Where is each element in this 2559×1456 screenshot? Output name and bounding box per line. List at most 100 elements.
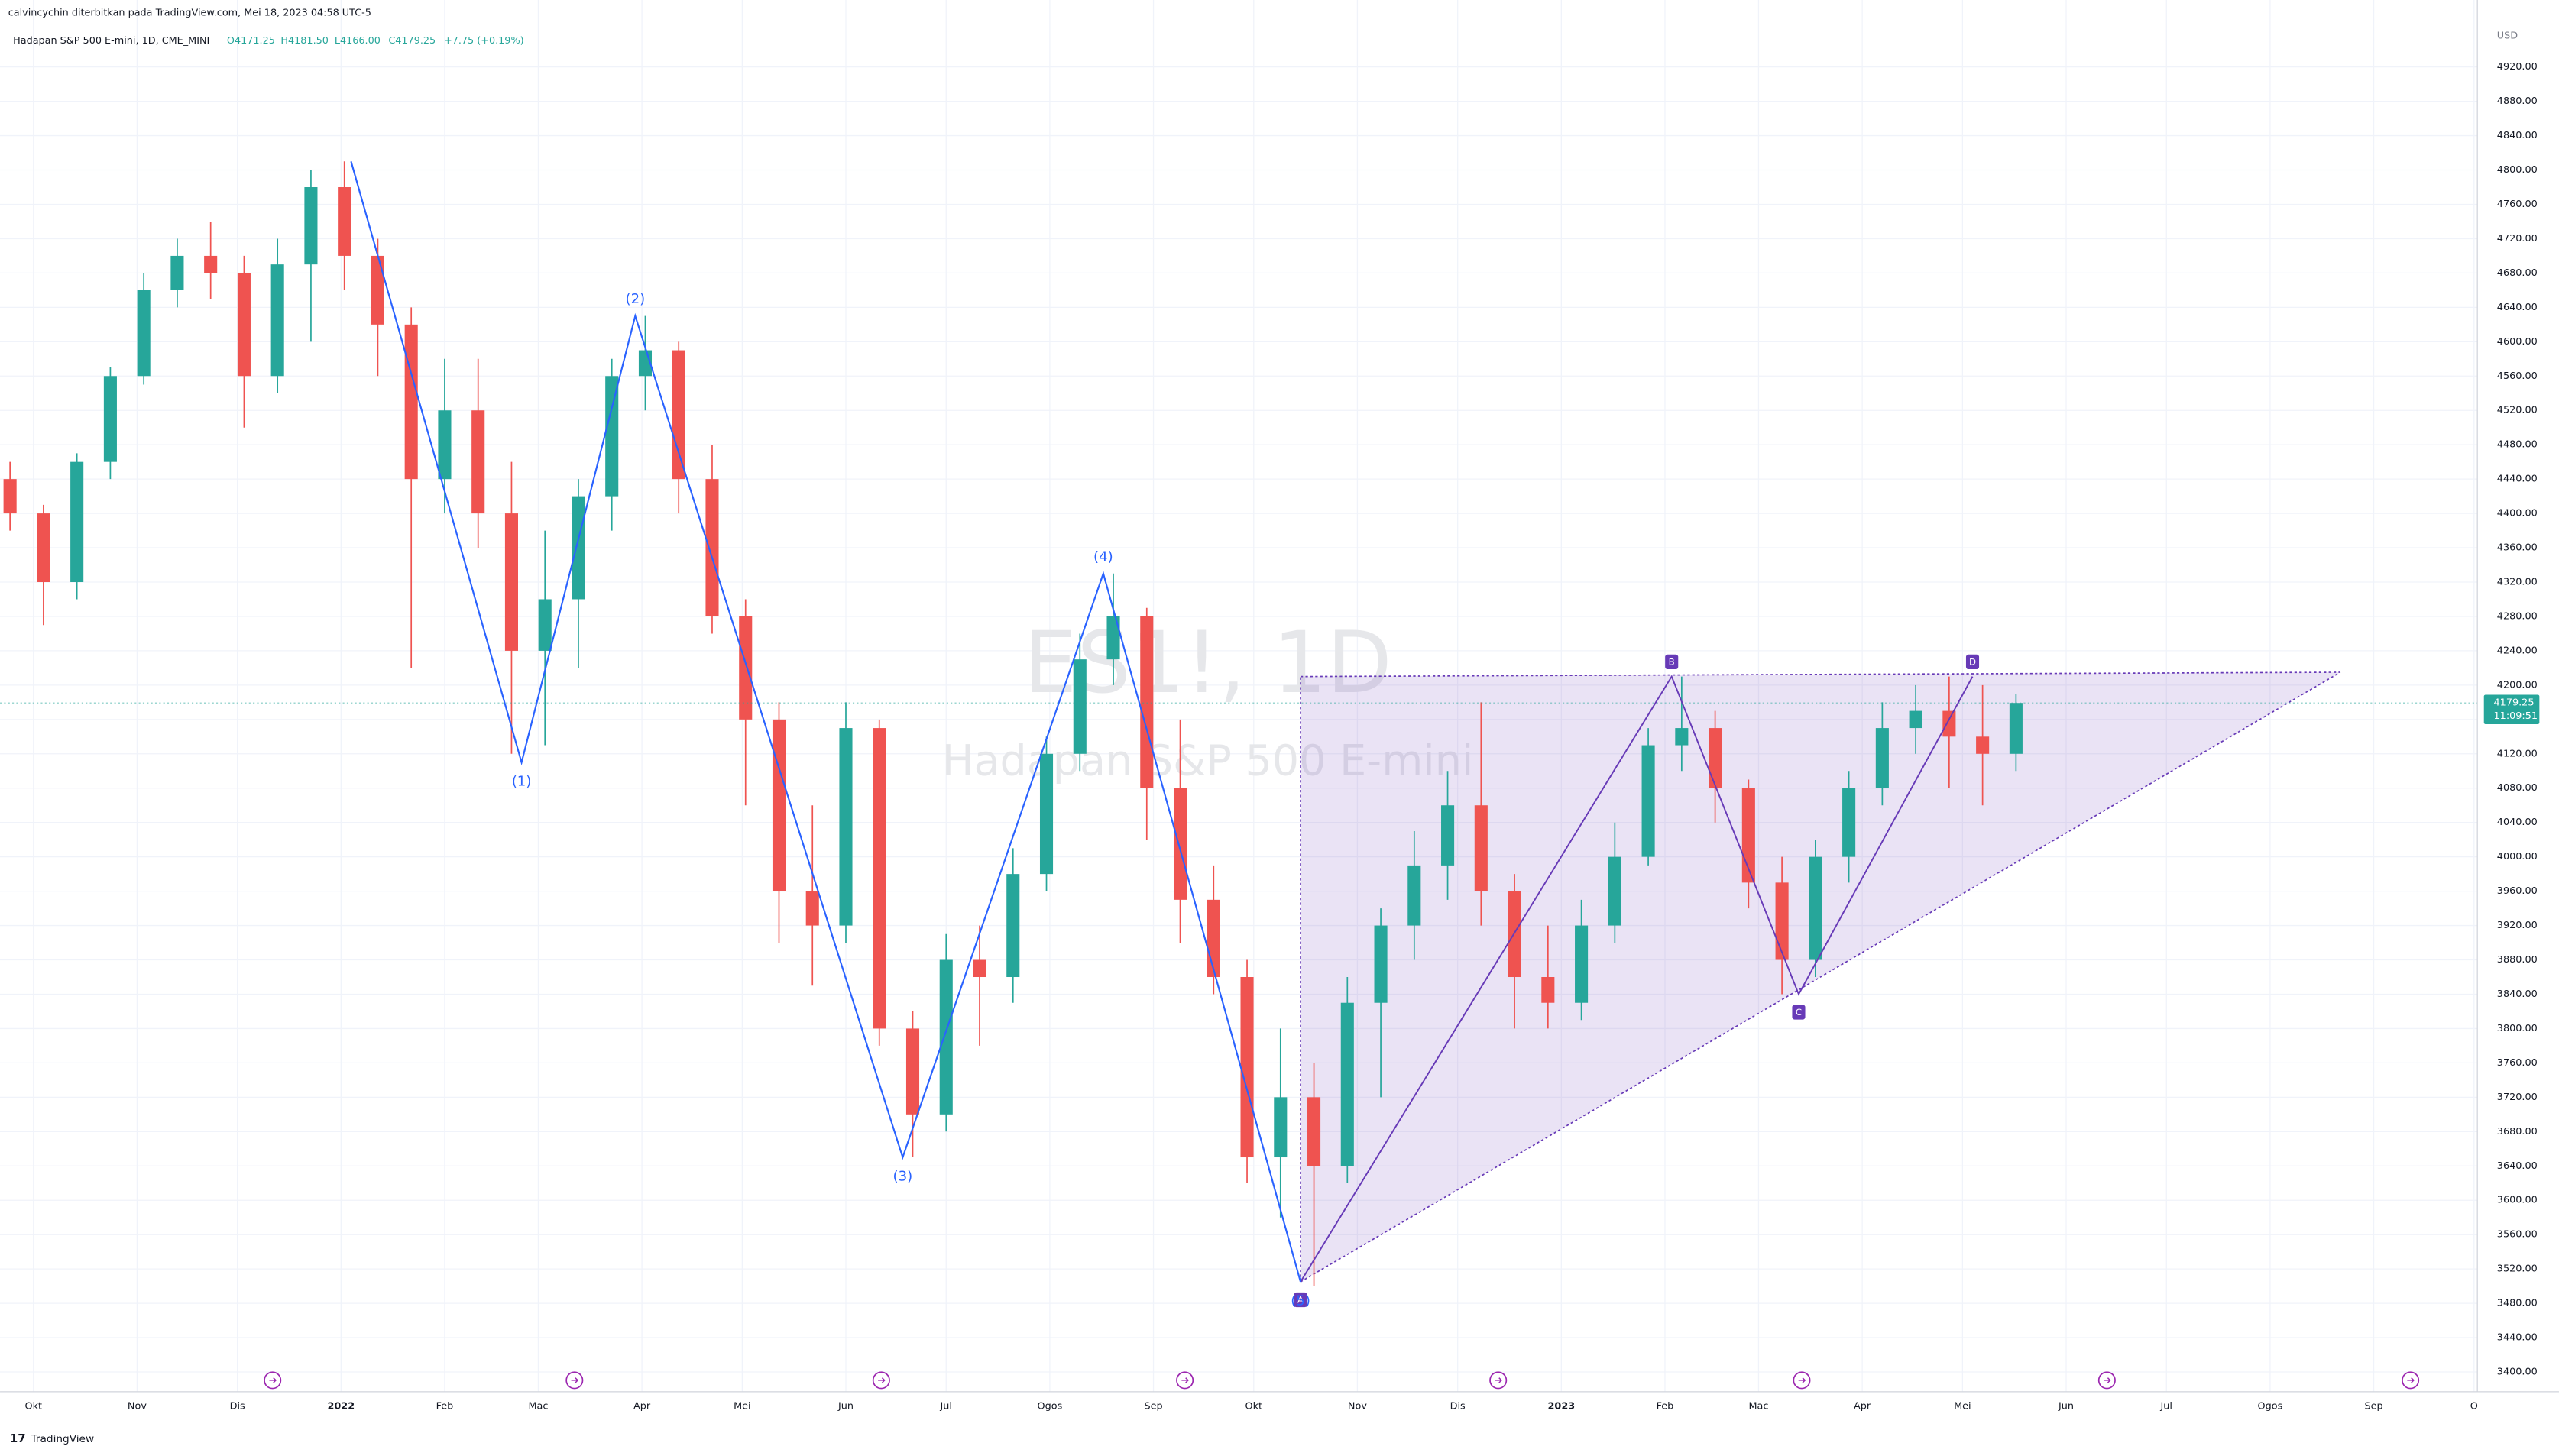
y-tick-label: 3880.00 (2497, 954, 2538, 966)
candle (1709, 710, 1722, 823)
candle-body (572, 496, 585, 600)
candle (1441, 771, 1455, 900)
y-tick-label: 4240.00 (2497, 645, 2538, 656)
candle (2009, 694, 2023, 772)
candle-body (1709, 728, 1722, 788)
candle (1976, 684, 1990, 806)
candle-body (1140, 616, 1154, 788)
y-tick-label: 3960.00 (2497, 885, 2538, 897)
candle-body (939, 959, 953, 1115)
candle-body (873, 728, 886, 1029)
candle (137, 273, 151, 385)
candle-body (70, 461, 84, 583)
candle-body (37, 513, 50, 583)
x-tick-label: Sep (2364, 1401, 2382, 1412)
watermark-name: Hadapan S&P 500 E-mini (942, 736, 1474, 786)
candle (237, 255, 251, 428)
pattern-label-box (1294, 1292, 1307, 1308)
legend-open: O4171.25 (227, 35, 275, 47)
event-icon-arrow (1495, 1377, 1503, 1383)
candle-body (973, 959, 986, 978)
candle (1875, 702, 1889, 806)
candle (1474, 702, 1488, 926)
candle (1909, 684, 1922, 754)
candle-body (270, 264, 284, 377)
candle (1775, 856, 1789, 995)
y-tick-label: 4840.00 (2497, 130, 2538, 141)
candle (270, 238, 284, 393)
y-tick-label: 4000.00 (2497, 851, 2538, 862)
event-icon (264, 1371, 282, 1390)
wave-label: (4) (1093, 548, 1113, 565)
candle-body (1474, 805, 1488, 891)
x-tick-label: Jun (837, 1401, 854, 1412)
last-price-badge (2483, 694, 2540, 724)
candle (705, 445, 719, 634)
event-icon (1793, 1371, 1811, 1390)
event-icon (2402, 1371, 2420, 1390)
pattern-label: D (1969, 657, 1976, 668)
candle (1942, 676, 1956, 788)
y-tick-label: 4280.00 (2497, 610, 2538, 622)
x-tick-label: Okt (25, 1401, 43, 1412)
candle (739, 599, 753, 806)
candle (1006, 848, 1020, 1003)
x-tick-label: Mei (1954, 1401, 1971, 1412)
candle-body (304, 187, 318, 265)
candle-body (1039, 753, 1054, 875)
y-tick-label: 4880.00 (2497, 95, 2538, 107)
x-tick-label: Feb (1657, 1401, 1674, 1412)
event-icon-arrow (269, 1377, 277, 1383)
candle (1675, 676, 1689, 772)
candle-body (1207, 899, 1220, 978)
x-tick-label: Feb (436, 1401, 454, 1412)
candle-body (404, 324, 418, 480)
candle (1608, 822, 1621, 943)
candle (371, 238, 384, 377)
candle-body (204, 255, 218, 273)
candle-body (772, 719, 786, 891)
y-tick-label: 4480.00 (2497, 439, 2538, 451)
x-tick-label: Apr (633, 1401, 651, 1412)
candle-body (739, 616, 753, 720)
legend-high: H4181.50 (280, 35, 329, 47)
wave-label: (5) (1291, 1293, 1310, 1309)
y-tick-label: 4720.00 (2497, 233, 2538, 244)
candle-body (1575, 925, 1589, 1003)
candle-body (1106, 616, 1120, 660)
y-tick-label: 3640.00 (2497, 1160, 2538, 1172)
y-tick-label: 3600.00 (2497, 1195, 2538, 1206)
x-tick-label: Dis (1450, 1401, 1466, 1412)
pattern-label: A (1297, 1295, 1304, 1306)
event-icon-arrow (1181, 1377, 1189, 1383)
pattern-label: B (1669, 657, 1675, 668)
candle-body (1340, 1002, 1354, 1166)
y-tick-label: 3720.00 (2497, 1092, 2538, 1103)
candle-body (839, 728, 853, 926)
y-tick-label: 3440.00 (2497, 1332, 2538, 1344)
legend-change: +7.75 (+0.19%) (444, 35, 524, 47)
candle-body (1775, 882, 1789, 960)
y-tick-label: 4760.00 (2497, 199, 2538, 210)
candle (772, 702, 786, 943)
triangle-edge (1300, 671, 2341, 1283)
y-tick-label: 4200.00 (2497, 679, 2538, 691)
candle (538, 530, 552, 746)
candle-body (2009, 703, 2023, 754)
candle-body (1274, 1097, 1288, 1158)
x-tick-label: 2023 (1548, 1401, 1576, 1412)
candle-body (1173, 788, 1187, 900)
event-icon (1489, 1371, 1508, 1390)
candle (37, 504, 50, 626)
candle (103, 367, 117, 480)
candle-body (1809, 856, 1822, 960)
candle (1374, 908, 1388, 1098)
pattern-label: C (1796, 1007, 1802, 1018)
candle-body (3, 479, 17, 514)
brand-name: TradingView (31, 1433, 95, 1445)
candle (805, 805, 819, 986)
candle-body (805, 891, 819, 926)
y-tick-label: 3920.00 (2497, 920, 2538, 931)
candle (304, 170, 318, 342)
y-tick-label: 3400.00 (2497, 1366, 2538, 1377)
